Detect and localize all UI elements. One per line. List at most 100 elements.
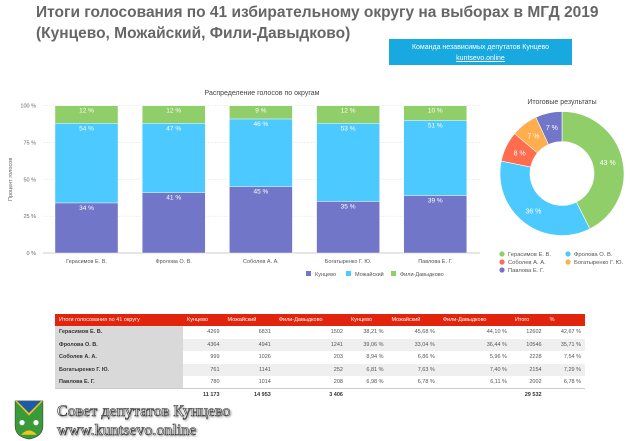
x-tick-label: Соболев А. А. — [243, 259, 279, 265]
table-cell: 7,40 % — [438, 363, 511, 376]
donut-slice — [561, 111, 625, 230]
bar-data-label: 10 % — [428, 108, 443, 115]
x-tick-label: Богатыренко Г. Ю. — [325, 259, 372, 265]
bar-segment — [141, 123, 206, 193]
table-cell: 42,67 % — [560, 329, 581, 336]
bar-data-label: 12 % — [341, 108, 356, 115]
bar-data-label: 47 % — [166, 125, 181, 132]
y-tick-label: 75 % — [23, 141, 36, 147]
table-cell: 1241 — [274, 338, 347, 351]
legend-swatch — [391, 271, 396, 276]
footer-council-name: Совет депутатов Кунцево — [57, 403, 231, 421]
donut-data-label: 8 % — [514, 151, 526, 158]
table-cell — [346, 388, 388, 401]
legend-swatch — [499, 267, 505, 273]
column-header: Фили-Давыдково — [274, 314, 347, 326]
totals-row: 11 173 14 953 3 406 29 532 — [55, 388, 585, 401]
page-title: Итоги голосования по 41 избирательному о… — [36, 4, 599, 21]
bar-data-label: 54 % — [79, 125, 94, 132]
donut-chart: Итоговые результаты 43 % 36 % 8 % 7 % 7 % Гера… — [499, 99, 625, 274]
table-cell: 203 — [333, 354, 343, 361]
table-cell: 39,06 % — [346, 338, 388, 351]
donut-data-label: 43 % — [600, 160, 616, 167]
bar-chart-title: Распределение голосов по округам — [205, 90, 320, 97]
y-tick-label: 0 % — [27, 251, 37, 257]
bar-segment — [141, 105, 206, 124]
table-cell: 7,29 % — [545, 363, 585, 376]
candidate-name: Фролова О. В. — [55, 338, 183, 351]
table-cell: 2154 — [510, 363, 546, 376]
legend-label: Павлова Е. Г. — [508, 268, 544, 274]
bar-data-label: 12 % — [166, 108, 181, 115]
footer-website: www.kuntsevo.online — [57, 422, 197, 440]
table-cell: 3 406 — [274, 388, 347, 401]
table-cell: 33,04 % — [387, 338, 439, 351]
legend-swatch — [499, 259, 505, 265]
y-tick-label: 50 % — [23, 177, 36, 183]
table-cell: 35,71 % — [545, 338, 585, 351]
table-cell: 6,86 % — [417, 354, 435, 361]
donut-data-label: 36 % — [525, 208, 541, 215]
table-cell: 780 — [210, 379, 220, 385]
table-cell: 1141 — [223, 363, 275, 376]
table-cell: 29 532 — [510, 388, 546, 401]
donut-data-label: 7 % — [527, 134, 539, 141]
table-cell: 6,78 % — [417, 379, 435, 385]
table-cell: 36,44 % — [438, 338, 511, 351]
table-cell — [387, 388, 439, 401]
column-header: Можайский — [223, 314, 275, 326]
column-header: Фили-Давыдково — [438, 314, 511, 326]
y-tick-label: 100 % — [20, 104, 36, 110]
y-axis-label: Процент голосов — [8, 158, 14, 201]
legend-swatch — [346, 271, 351, 276]
table-row: Герасимов Е. В. 4269 6831 1502 38,21 % 45,68 … — [55, 326, 585, 339]
bar-data-label: 35 % — [341, 203, 356, 210]
bar-segment — [316, 201, 380, 254]
table-cell: 10546 — [510, 338, 546, 351]
table-cell: 11 173 — [183, 388, 224, 401]
column-header: % — [545, 314, 585, 326]
table-cell: 4941 — [223, 338, 275, 351]
column-header: Кунцево — [183, 314, 224, 326]
x-tick-label: Фролова О. В. — [155, 259, 192, 265]
bar-segment — [403, 195, 467, 254]
donut-slice — [499, 160, 591, 236]
table-row: Богатыренко Г. Ю. 761 1141 252 6,81 % 7,63 % 7… — [55, 363, 585, 376]
legend-swatch — [565, 259, 571, 265]
table-row: Фролова О. В. 4364 4941 1241 39,06 % 33,04 % 3… — [55, 338, 585, 351]
table-cell: 1026 — [258, 354, 271, 361]
bar-data-label: 53 % — [341, 125, 356, 132]
candidate-name: Богатыренко Г. Ю. — [55, 363, 183, 376]
column-header: Можайский — [387, 314, 439, 326]
legend-label: Соболев А. А. — [508, 260, 546, 266]
bar-segment — [316, 105, 380, 124]
table-cell: 6,81 % — [346, 363, 388, 376]
table-cell: 5,96 % — [489, 354, 507, 361]
bar-data-label: 46 % — [253, 121, 268, 128]
bar-chart: Распределение голосов по округам 0 % 25 % 5… — [8, 90, 480, 278]
y-tick-label: 25 % — [23, 214, 36, 220]
candidate-name: Герасимов Е. В. — [55, 326, 183, 339]
table-row: Соболев А. А. 999 1026 203 8,94 % 6,86 % 5,96 … — [55, 351, 585, 364]
legend-label: Фролова О. В. — [574, 252, 613, 258]
legend-swatch — [499, 251, 505, 257]
legend-label: Можайский — [355, 271, 384, 278]
table-cell: 6,11 % — [490, 379, 507, 385]
bar-segment — [54, 105, 119, 124]
table-cell: 761 — [183, 363, 224, 376]
legend-label: Кунцево — [315, 272, 336, 278]
column-header: Кунцево — [346, 314, 388, 326]
column-header: Итого — [510, 314, 546, 326]
donut-chart-title: Итоговые результаты — [527, 99, 596, 106]
candidate-name: Соболев А. А. — [55, 351, 183, 364]
table-cell: 1502 — [330, 329, 343, 336]
table-cell — [438, 388, 511, 401]
table-cell: 6831 — [258, 329, 271, 336]
bar-data-label: 34 % — [79, 205, 94, 212]
table-row: Павлова Е. Г. 780 1014 208 6,98 % 6,78 % 6,11 … — [55, 376, 585, 389]
table-cell: 6,78 % — [563, 379, 581, 385]
table-cell: 8,94 % — [366, 354, 384, 361]
column-header: Итоги голосования по 41 округу — [55, 314, 183, 326]
table-cell: 7,63 % — [387, 363, 439, 376]
banner-link[interactable]: kuntsevo.online — [456, 55, 505, 62]
